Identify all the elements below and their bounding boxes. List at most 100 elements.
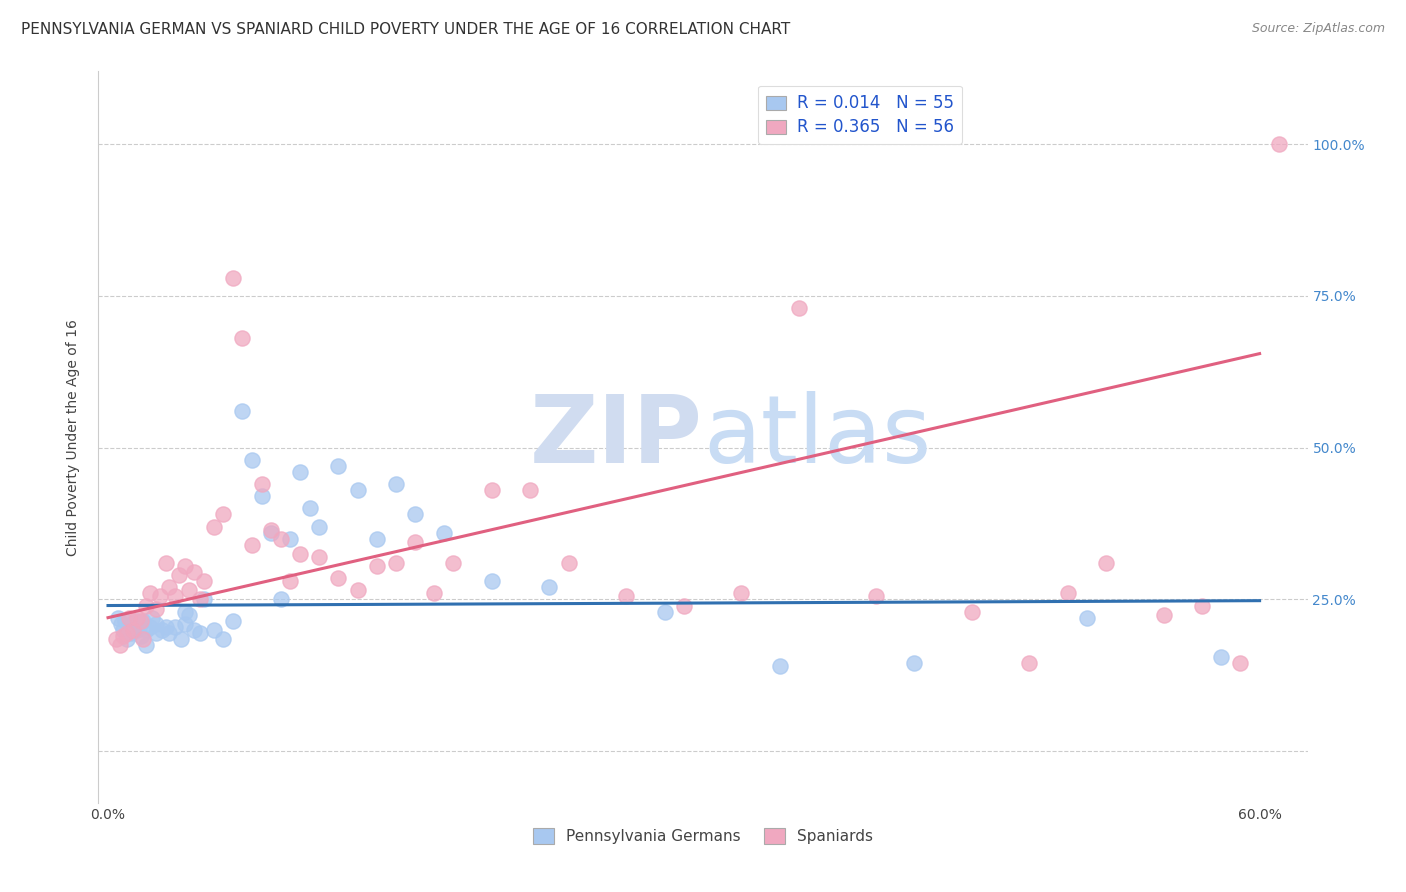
Point	[308, 519, 330, 533]
Y-axis label: Child Poverty Under the Age of 16: Child Poverty Under the Age of 16	[66, 318, 80, 556]
Point	[385, 556, 408, 570]
Point	[149, 590, 172, 604]
Point	[557, 556, 579, 570]
Point	[1153, 607, 1175, 622]
Point	[1211, 650, 1233, 665]
Point	[114, 614, 136, 628]
Point	[240, 538, 263, 552]
Point	[260, 523, 283, 537]
Point	[346, 583, 368, 598]
Point	[167, 568, 190, 582]
Point	[177, 583, 200, 598]
Point	[104, 632, 127, 646]
Point	[183, 623, 205, 637]
Point	[903, 656, 925, 670]
Point	[308, 549, 330, 564]
Point	[120, 616, 142, 631]
Point	[787, 301, 810, 315]
Point	[288, 547, 311, 561]
Point	[165, 620, 187, 634]
Point	[366, 532, 388, 546]
Point	[654, 605, 676, 619]
Point	[135, 623, 157, 637]
Point	[128, 620, 150, 634]
Point	[177, 607, 200, 622]
Point	[125, 614, 148, 628]
Point	[231, 404, 253, 418]
Point	[115, 632, 138, 646]
Point	[173, 605, 195, 619]
Point	[385, 477, 408, 491]
Point	[346, 483, 368, 498]
Point	[280, 532, 302, 546]
Text: atlas: atlas	[703, 391, 931, 483]
Point	[288, 465, 311, 479]
Point	[202, 623, 225, 637]
Text: Source: ZipAtlas.com: Source: ZipAtlas.com	[1251, 22, 1385, 36]
Point	[193, 574, 215, 589]
Point	[1056, 586, 1078, 600]
Point	[404, 534, 426, 549]
Point	[960, 605, 983, 619]
Point	[328, 571, 350, 585]
Point	[159, 580, 181, 594]
Point	[519, 483, 541, 498]
Point	[1018, 656, 1040, 670]
Point	[131, 614, 153, 628]
Point	[112, 629, 135, 643]
Point	[193, 592, 215, 607]
Point	[270, 532, 292, 546]
Point	[155, 556, 177, 570]
Point	[538, 580, 561, 594]
Point	[155, 620, 177, 634]
Point	[129, 629, 152, 643]
Point	[188, 625, 211, 640]
Point	[423, 586, 446, 600]
Point	[141, 610, 163, 624]
Point	[1229, 656, 1251, 670]
Point	[404, 508, 426, 522]
Point	[212, 508, 235, 522]
Point	[145, 601, 167, 615]
Point	[1268, 137, 1291, 152]
Point	[115, 625, 138, 640]
Point	[125, 610, 148, 624]
Point	[240, 453, 263, 467]
Point	[481, 574, 503, 589]
Point	[118, 610, 141, 624]
Point	[188, 592, 211, 607]
Point	[614, 590, 637, 604]
Point	[250, 477, 273, 491]
Point	[1076, 610, 1098, 624]
Point	[145, 616, 167, 631]
Point	[125, 623, 148, 637]
Point	[1191, 599, 1213, 613]
Point	[107, 610, 129, 624]
Point	[108, 638, 131, 652]
Point	[159, 625, 181, 640]
Point	[328, 458, 350, 473]
Point	[122, 623, 145, 637]
Point	[183, 565, 205, 579]
Point	[260, 525, 283, 540]
Point	[135, 638, 157, 652]
Point	[433, 525, 456, 540]
Point	[112, 623, 135, 637]
Point	[270, 592, 292, 607]
Point	[110, 616, 132, 631]
Point	[443, 556, 465, 570]
Point	[672, 599, 695, 613]
Point	[280, 574, 302, 589]
Point	[481, 483, 503, 498]
Point	[222, 270, 245, 285]
Point	[212, 632, 235, 646]
Legend: Pennsylvania Germans, Spaniards: Pennsylvania Germans, Spaniards	[526, 822, 880, 850]
Text: PENNSYLVANIA GERMAN VS SPANIARD CHILD POVERTY UNDER THE AGE OF 16 CORRELATION CH: PENNSYLVANIA GERMAN VS SPANIARD CHILD PO…	[21, 22, 790, 37]
Point	[1095, 556, 1118, 570]
Point	[231, 331, 253, 345]
Point	[129, 614, 152, 628]
Point	[222, 614, 245, 628]
Point	[120, 625, 142, 640]
Point	[366, 559, 388, 574]
Text: ZIP: ZIP	[530, 391, 703, 483]
